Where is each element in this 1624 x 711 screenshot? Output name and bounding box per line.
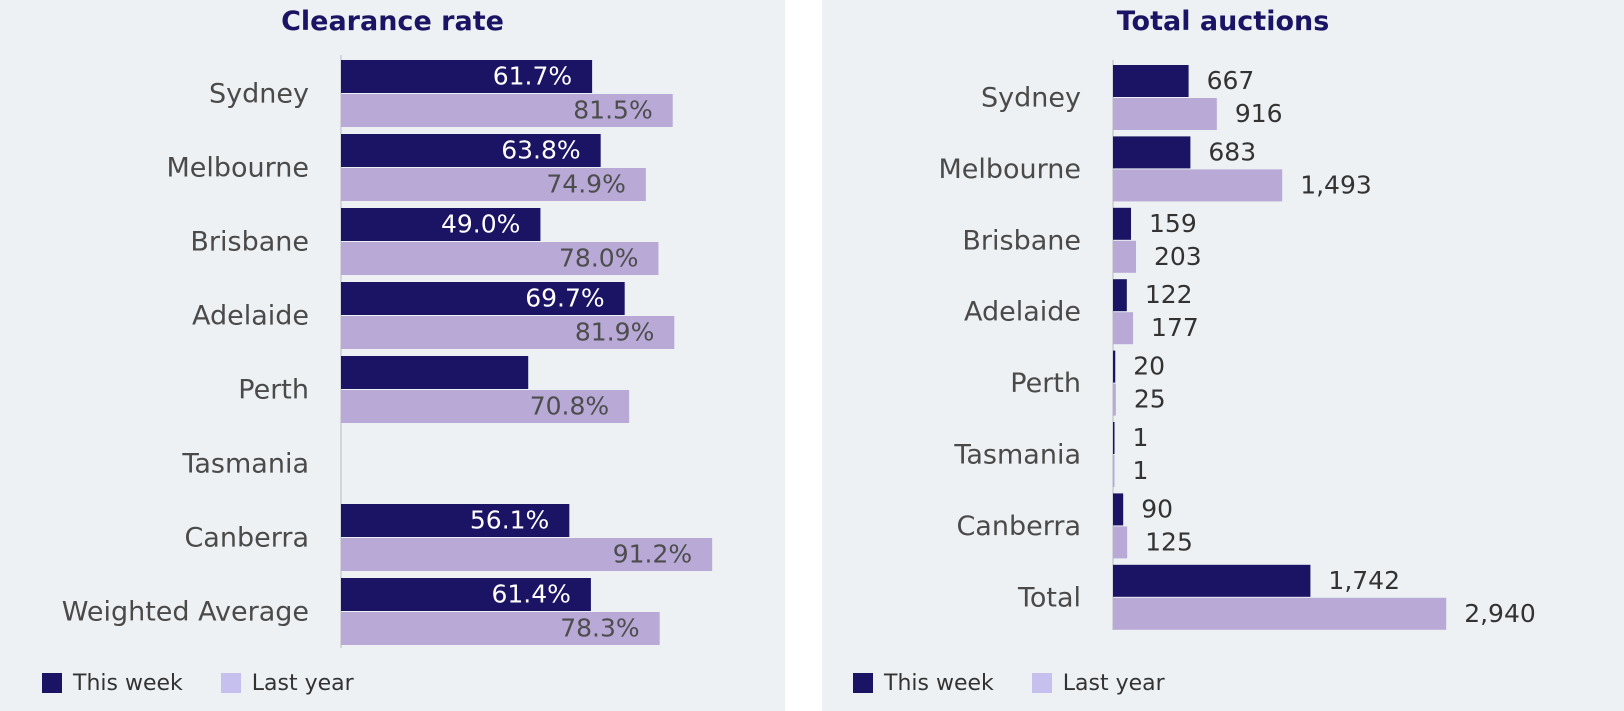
category-label-melbourne: Melbourne (938, 154, 1081, 185)
data-label-last-year-melbourne: 74.9% (546, 170, 625, 199)
bar-this-week-adelaide (341, 282, 625, 315)
legend-swatch-this-week (42, 673, 62, 693)
data-label-this-week-adelaide: 69.7% (525, 284, 604, 313)
category-label-total: Total (1017, 582, 1081, 613)
data-label-last-year-canberra: 91.2% (613, 540, 692, 569)
bar-last-year-adelaide (341, 316, 675, 349)
legend-item-last-year: Last year (1031, 670, 1165, 696)
data-label-this-week-brisbane: 49.0% (441, 210, 520, 239)
category-label-sydney: Sydney (209, 79, 309, 110)
bar-last-year-canberra (341, 538, 713, 571)
bar-this-week-sydney (1113, 65, 1189, 97)
bar-last-year-brisbane (341, 242, 659, 275)
data-label-last-year-adelaide: 177 (1151, 313, 1199, 342)
bar-this-week-perth (1113, 350, 1116, 383)
data-label-last-year-perth: 70.8% (530, 392, 609, 421)
data-label-this-week-weighted-average: 61.4% (491, 580, 570, 609)
clearance-rate-panel: Clearance rate Sydney 61.7% 81.5% Melbourne… (0, 0, 785, 711)
data-label-last-year-weighted-average: 78.3% (560, 614, 639, 643)
category-label-perth: Perth (1010, 368, 1081, 399)
legend-item-this-week: This week (853, 671, 994, 696)
bar-last-year-adelaide (1113, 312, 1134, 345)
bar-last-year-weighted-average (341, 612, 660, 645)
chart-title: Clearance rate (281, 6, 504, 37)
legend: This week Last year (42, 670, 378, 696)
category-label-brisbane: Brisbane (962, 225, 1081, 256)
data-label-last-year-tasmania: 1 (1133, 456, 1149, 485)
bar-this-week-brisbane (1113, 207, 1132, 240)
bar-this-week-canberra (1113, 493, 1124, 526)
total-auctions-panel: Total auctions Sydney 667 916 Melbourne 683 1… (822, 0, 1624, 711)
data-label-last-year-canberra: 125 (1145, 527, 1193, 556)
bar-this-week-melbourne (341, 134, 601, 167)
bar-last-year-brisbane (1113, 240, 1137, 273)
bar-last-year-melbourne (1113, 169, 1283, 202)
data-label-this-week-sydney: 667 (1207, 66, 1255, 95)
bar-this-week-perth (341, 356, 529, 389)
data-label-this-week-perth: 20 (1133, 352, 1165, 381)
bar-last-year-melbourne (341, 168, 646, 201)
data-label-this-week-brisbane: 159 (1149, 209, 1197, 238)
legend-label-this-week: This week (73, 670, 183, 696)
category-label-tasmania: Tasmania (953, 440, 1081, 471)
data-label-last-year-brisbane: 203 (1154, 242, 1202, 271)
bar-last-year-perth (1113, 383, 1116, 416)
data-label-last-year-sydney: 916 (1235, 99, 1283, 128)
data-label-this-week-canberra: 56.1% (470, 506, 549, 535)
bar-last-year-total (1113, 597, 1447, 630)
category-label-weighted-average: Weighted Average (62, 597, 309, 628)
legend-item-last-year: Last year (220, 670, 354, 696)
data-label-this-week-melbourne: 63.8% (501, 136, 580, 165)
data-label-this-week-total: 1,742 (1328, 566, 1400, 595)
clearance-rate-chart: Sydney 61.7%81.5% Melbourne 63.8% 74.9% Brisb… (62, 55, 713, 648)
legend-label-this-week: This week (884, 670, 994, 696)
bar-this-week-brisbane (341, 208, 541, 241)
legend-swatch-last-year (220, 673, 241, 693)
data-label-last-year-melbourne: 1,493 (1300, 170, 1372, 199)
category-label-sydney: Sydney (981, 83, 1081, 114)
data-label-this-week-melbourne: 683 (1208, 137, 1256, 166)
bar-this-week-melbourne (1113, 136, 1191, 169)
legend-label-last-year: Last year (251, 670, 354, 696)
data-label-this-week-canberra: 90 (1141, 494, 1173, 523)
bar-last-year-sydney (341, 94, 673, 127)
category-label-canberra: Canberra (184, 523, 309, 554)
chart-title: Total auctions (1116, 6, 1330, 37)
bar-this-week-tasmania (1113, 422, 1115, 454)
legend-swatch-this-week (853, 673, 873, 693)
data-label-this-week-sydney: 61.7% (493, 62, 572, 91)
data-label-this-week-tasmania: 1 (1133, 423, 1149, 452)
data-label-last-year-adelaide: 81.9% (575, 318, 654, 347)
bar-this-week-adelaide (1113, 279, 1127, 312)
data-label-last-year-total: 2,940 (1464, 599, 1536, 628)
category-label-melbourne: Melbourne (166, 153, 309, 184)
data-label-last-year-sydney: 81.5% (573, 96, 652, 125)
legend-item-this-week: This week (42, 671, 183, 696)
data-label-this-week-adelaide: 122 (1145, 280, 1193, 309)
bar-this-week-weighted-average (341, 578, 591, 611)
bar-last-year-canberra (1113, 526, 1128, 559)
legend-swatch-last-year (1031, 673, 1052, 693)
bar-last-year-sydney (1113, 98, 1217, 130)
bar-this-week-canberra (341, 504, 570, 537)
bar-last-year-tasmania (1113, 455, 1115, 487)
category-label-brisbane: Brisbane (190, 227, 309, 258)
data-label-last-year-perth: 25 (1134, 385, 1166, 414)
total-auctions-chart: Sydney 667 916 Melbourne 683 1,493 Brisbane 159… (938, 60, 1536, 630)
data-label-last-year-brisbane: 78.0% (559, 244, 638, 273)
category-label-tasmania: Tasmania (181, 449, 309, 480)
bar-this-week-sydney (341, 60, 593, 93)
category-label-adelaide: Adelaide (192, 301, 309, 332)
category-label-perth: Perth (238, 375, 309, 406)
bar-last-year-perth (341, 390, 630, 423)
legend-label-last-year: Last year (1062, 670, 1165, 696)
bar-this-week-total (1113, 564, 1311, 597)
category-label-canberra: Canberra (956, 511, 1081, 542)
category-label-adelaide: Adelaide (964, 297, 1081, 328)
legend: This week Last year (853, 670, 1189, 696)
